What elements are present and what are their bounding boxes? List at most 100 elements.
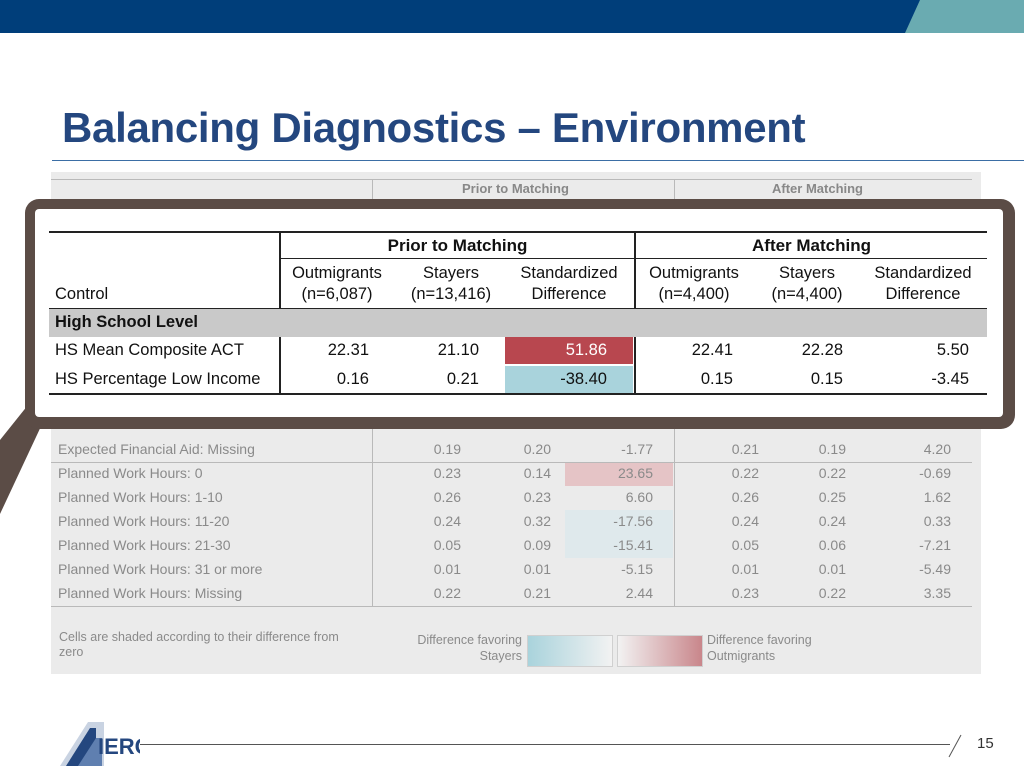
zt-after-header: After Matching — [752, 236, 871, 255]
bg-row-value: -17.56 — [613, 513, 653, 529]
zt-column-header-line: Difference — [885, 285, 961, 303]
bg-row-value: 0.26 — [731, 489, 759, 505]
bg-row-value: 0.05 — [433, 537, 461, 553]
bg-top-rule — [51, 179, 972, 180]
zt-column-header-line: (n=13,416) — [410, 285, 492, 303]
bg-table-row: Planned Work Hours: 31 or more 0.01 0.01 -5… — [51, 558, 972, 582]
bg-row-value: 0.25 — [818, 489, 846, 505]
zt-column-header-line: Stayers — [779, 264, 835, 282]
bg-row-value: 0.20 — [523, 441, 551, 457]
bg-row-value: 0.19 — [433, 441, 461, 457]
bg-row-value: 0.21 — [523, 585, 551, 601]
bg-row-value: 0.01 — [818, 561, 846, 577]
bg-row-value: 2.44 — [625, 585, 653, 601]
bg-row-value: 0.22 — [433, 585, 461, 601]
zt-row-value: 22.31 — [327, 341, 369, 359]
legend-stayers-label: Difference favoring Stayers — [411, 632, 522, 664]
zt-column-header-line: Difference — [531, 285, 607, 303]
bg-table-row: Expected Financial Aid: Missing 0.19 0.20 -… — [51, 438, 972, 462]
zt-diff-shade — [505, 337, 633, 364]
bg-row-label: Planned Work Hours: 21-30 — [58, 537, 231, 553]
bg-row-value: 23.65 — [617, 465, 653, 481]
bg-row-value: -5.15 — [621, 561, 653, 577]
ierc-logo: IERC — [60, 722, 140, 766]
zt-row-value: 0.21 — [446, 370, 479, 388]
bg-section-rule — [51, 462, 972, 463]
logo-text: IERC — [98, 734, 140, 759]
bg-row-value: 0.22 — [818, 465, 846, 481]
legend-stayers-line2: Stayers — [479, 649, 522, 663]
bg-row-value: 4.20 — [923, 441, 951, 457]
zt-column-header-line: Standardized — [520, 264, 618, 282]
bg-row-value: 0.21 — [731, 441, 759, 457]
zt-column-header: Outmigrants (n=4,400) — [634, 263, 754, 305]
bg-row-value: 0.26 — [433, 489, 461, 505]
zt-diff-shade — [505, 366, 633, 393]
bg-row-value: -5.49 — [919, 561, 951, 577]
bg-diff-shade — [565, 510, 673, 534]
zt-row-value: 5.50 — [936, 341, 969, 359]
zt-header-rule — [49, 308, 987, 309]
bg-diff-shade — [565, 462, 673, 486]
zt-column-header: Outmigrants (n=6,087) — [277, 263, 397, 305]
bg-table-row: Planned Work Hours: 0 0.23 0.14 23.65 0.22 0.… — [51, 462, 972, 486]
bg-row-value: 0.23 — [433, 465, 461, 481]
zt-top-rule — [49, 231, 987, 233]
zt-column-header-line: Stayers — [423, 264, 479, 282]
bg-row-value: -1.77 — [621, 441, 653, 457]
bg-row-label: Planned Work Hours: 1-10 — [58, 489, 223, 505]
bg-row-value: 0.23 — [523, 489, 551, 505]
bg-row-value: -15.41 — [613, 537, 653, 553]
zt-section-label: High School Level — [55, 313, 199, 331]
bg-after-header: After Matching — [772, 181, 863, 196]
zt-column-header: Standardized Difference — [863, 263, 983, 305]
bg-row-value: 3.35 — [923, 585, 951, 601]
footer-slash — [948, 734, 962, 758]
bg-row-value: 0.06 — [818, 537, 846, 553]
bg-table-row: Planned Work Hours: 1-10 0.26 0.23 6.60 0.26… — [51, 486, 972, 510]
zt-row-label: HS Mean Composite ACT — [55, 341, 244, 359]
zoom-table-panel: Prior to Matching After Matching Outmigr… — [35, 209, 1003, 417]
bg-row-value: 0.24 — [818, 513, 846, 529]
legend-stayers-swatch — [527, 635, 613, 667]
bg-row-value: 0.24 — [433, 513, 461, 529]
zt-column-header-line: Outmigrants — [649, 264, 739, 282]
bg-row-value: 0.22 — [818, 585, 846, 601]
zt-table-row: HS Mean Composite ACT 22.31 21.10 51.86 22.4… — [49, 337, 987, 365]
bg-row-value: 0.01 — [731, 561, 759, 577]
bg-row-value: 0.01 — [523, 561, 551, 577]
zt-column-header: Stayers (n=4,400) — [747, 263, 867, 305]
zt-column-header: Standardized Difference — [509, 263, 629, 305]
bg-row-value: 0.23 — [731, 585, 759, 601]
bg-row-value: 0.14 — [523, 465, 551, 481]
legend-note: Cells are shaded according to their diff… — [59, 630, 339, 659]
bg-row-label: Planned Work Hours: 0 — [58, 465, 203, 481]
zt-column-header-line: (n=6,087) — [301, 285, 373, 303]
legend-outmigrants-swatch — [617, 635, 703, 667]
bg-row-label: Expected Financial Aid: Missing — [58, 441, 255, 457]
bg-row-label: Planned Work Hours: Missing — [58, 585, 243, 601]
slide-title: Balancing Diagnostics – Environment — [62, 104, 806, 151]
bg-row-value: 0.01 — [433, 561, 461, 577]
bg-table-row: Planned Work Hours: Missing 0.22 0.21 2.44 0… — [51, 582, 972, 606]
top-banner — [0, 0, 1024, 33]
zoom-callout: Prior to Matching After Matching Outmigr… — [25, 199, 1015, 429]
zt-row-value: 22.41 — [691, 341, 733, 359]
bg-row-value: 0.22 — [731, 465, 759, 481]
footer-rule — [140, 744, 950, 745]
bg-row-value: 6.60 — [625, 489, 653, 505]
zt-bottom-rule — [49, 393, 987, 395]
zt-row-value: 0.15 — [810, 370, 843, 388]
zt-row-value: 51.86 — [565, 341, 607, 359]
legend-outmigrants-line2: Outmigrants — [707, 649, 776, 663]
zt-row-value: 0.16 — [336, 370, 369, 388]
bg-row-value: 0.32 — [523, 513, 551, 529]
zt-row-value: 0.15 — [700, 370, 733, 388]
legend-outmigrants-line1: Difference favoring — [707, 633, 812, 647]
bg-table-row: Planned Work Hours: 11-20 0.24 0.32 -17.56 0… — [51, 510, 972, 534]
zt-column-header-line: (n=4,400) — [658, 285, 730, 303]
zt-group-rule — [281, 258, 987, 259]
bg-row-value: 0.24 — [731, 513, 759, 529]
zt-column-header: Stayers (n=13,416) — [391, 263, 511, 305]
legend-outmigrants-label: Difference favoring Outmigrants — [707, 632, 812, 664]
